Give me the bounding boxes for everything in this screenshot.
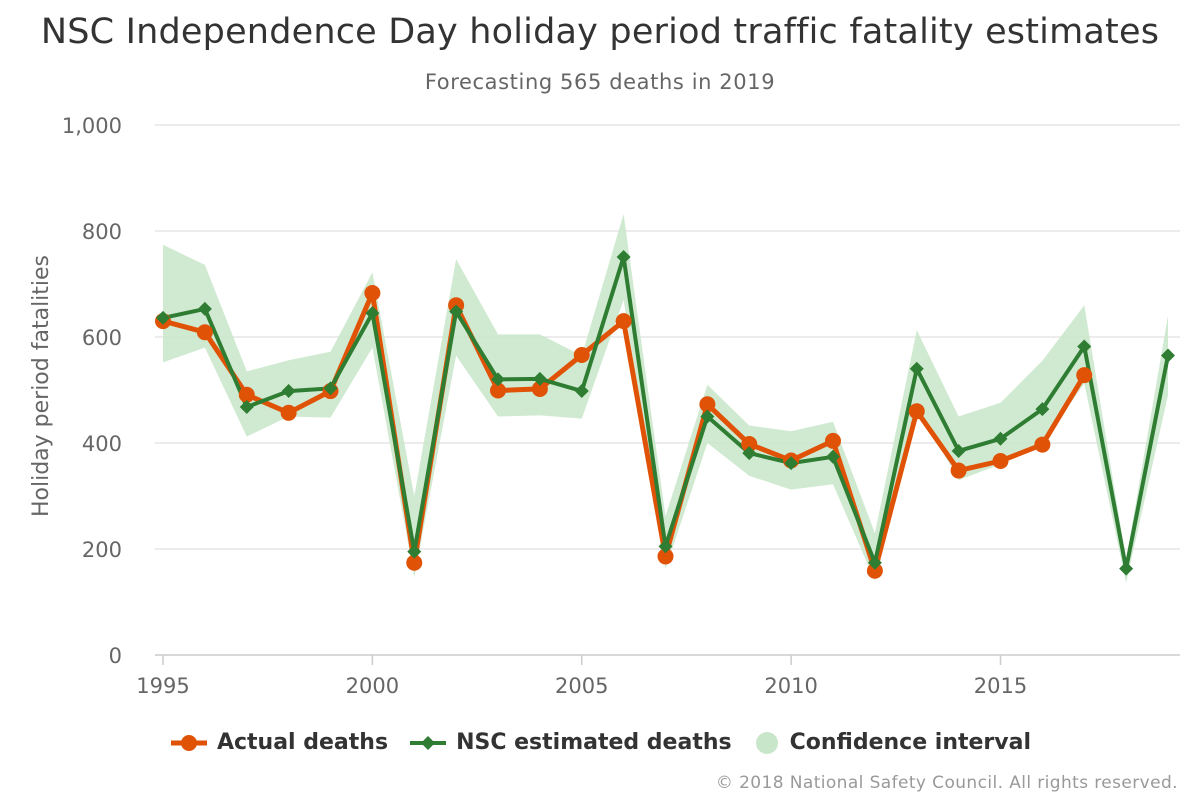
legend-swatch-confidence: [755, 731, 778, 754]
point-estimated-2015: [993, 431, 1008, 446]
point-actual-2017: [1076, 367, 1093, 384]
point-estimated-1995: [156, 310, 170, 325]
point-estimated-2004: [532, 371, 547, 386]
point-estimated-2005: [574, 384, 589, 399]
x-tick-2000: 2000: [346, 674, 399, 698]
legend-item-confidence[interactable]: Confidence interval: [752, 730, 1031, 755]
point-estimated-2000: [365, 306, 380, 321]
x-tick-1995: 1995: [136, 674, 189, 698]
y-tick-0: 0: [109, 644, 122, 668]
point-actual-2005: [573, 347, 590, 364]
x-tick-2005: 2005: [555, 674, 608, 698]
point-estimated-2008: [700, 409, 715, 424]
point-estimated-1999: [323, 381, 338, 396]
legend-item-estimated[interactable]: NSC estimated deaths: [408, 730, 732, 755]
y-tick-400: 400: [82, 432, 122, 456]
point-actual-2007: [657, 548, 674, 565]
point-estimated-2002: [449, 304, 464, 319]
legend-label-estimated: NSC estimated deaths: [456, 730, 732, 755]
point-actual-2004: [531, 380, 548, 397]
point-actual-2003: [490, 382, 506, 399]
chart-title: NSC Independence Day holiday period traf…: [40, 12, 1160, 52]
chart-subtitle: Forecasting 565 deaths in 2019: [424, 70, 776, 94]
y-tick-600: 600: [82, 326, 122, 350]
point-actual-2000: [364, 285, 381, 302]
point-estimated-2001: [407, 544, 422, 559]
point-actual-2015: [992, 453, 1009, 470]
point-actual-2011: [825, 432, 841, 449]
point-actual-1998: [280, 404, 297, 421]
legend-swatch-actual: [170, 734, 207, 751]
point-estimated-2003: [491, 372, 505, 387]
point-estimated-2019: [1161, 348, 1175, 363]
point-estimated-2009: [742, 446, 757, 461]
point-actual-2001: [406, 554, 423, 571]
point-actual-2012: [866, 562, 883, 579]
point-estimated-1998: [281, 384, 296, 399]
legend-label-confidence: Confidence interval: [789, 730, 1032, 755]
y-axis-label: Holiday period fatalities: [29, 255, 54, 517]
point-estimated-2017: [1077, 339, 1092, 354]
point-actual-2014: [950, 462, 967, 479]
legend-swatch-estimated: [410, 735, 447, 750]
y-tick-800: 800: [82, 220, 122, 244]
point-estimated-2013: [909, 361, 924, 376]
point-estimated-1996: [197, 301, 212, 316]
credits[interactable]: © 2018 National Safety Council. All righ…: [715, 773, 1178, 793]
point-estimated-2007: [658, 539, 673, 554]
point-estimated-2016: [1035, 402, 1050, 417]
point-actual-2009: [741, 436, 758, 453]
y-tick-200: 200: [82, 538, 122, 562]
x-tick-2010: 2010: [764, 674, 817, 698]
point-actual-1997: [238, 386, 255, 403]
point-actual-1996: [196, 324, 213, 341]
point-actual-2006: [615, 313, 632, 330]
chart-legend: Actual deaths NSC estimated deaths Confi…: [0, 730, 1200, 755]
point-actual-2008: [699, 396, 716, 413]
point-estimated-2012: [867, 555, 882, 570]
point-actual-2016: [1034, 436, 1051, 453]
point-estimated-1997: [239, 399, 254, 414]
point-actual-2013: [908, 403, 925, 420]
legend-label-actual: Actual deaths: [216, 730, 389, 755]
point-estimated-2018: [1119, 561, 1134, 576]
point-estimated-2014: [951, 443, 966, 458]
point-estimated-2006: [616, 249, 631, 264]
point-estimated-2011: [826, 449, 840, 464]
point-estimated-2010: [784, 456, 799, 471]
x-tick-2015: 2015: [974, 674, 1027, 698]
legend-item-actual[interactable]: Actual deaths: [169, 730, 388, 755]
y-tick-1000: 1,000: [62, 114, 122, 138]
